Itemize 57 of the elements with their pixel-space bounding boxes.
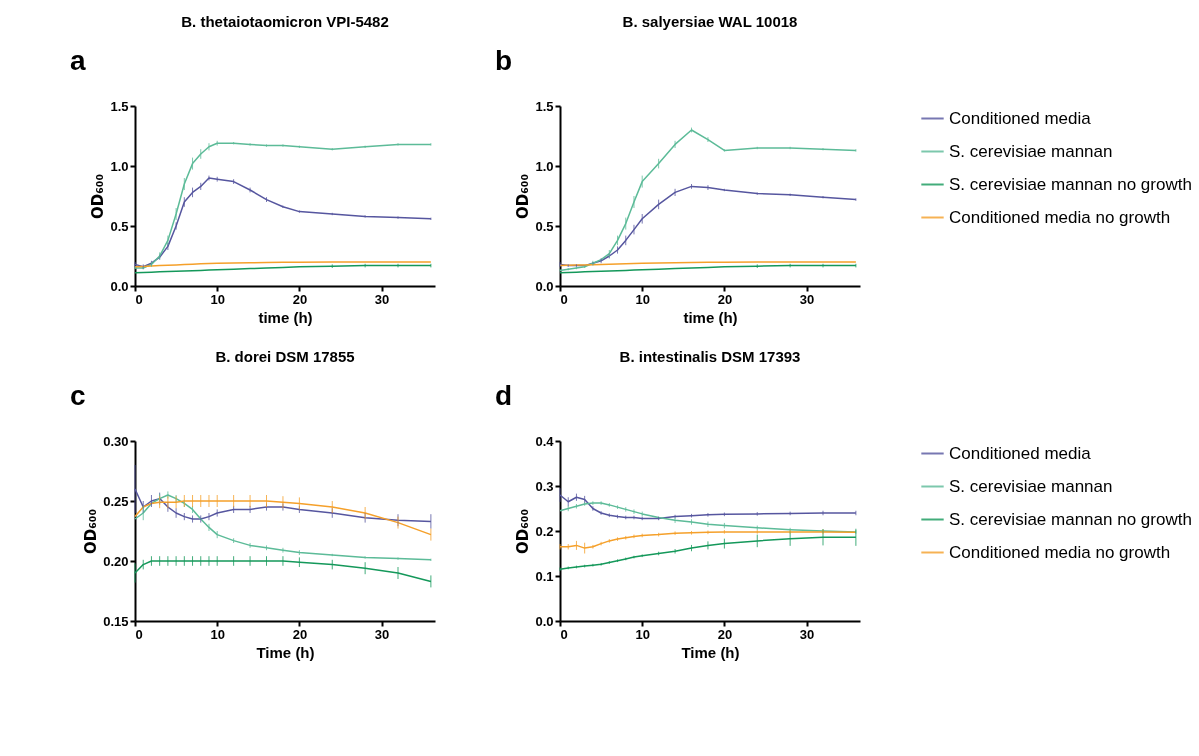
y-tick-label: 1.0 <box>535 158 554 174</box>
legend-label: S. cerevisiae mannan <box>949 476 1113 496</box>
x-axis-title: time (h) <box>258 308 313 326</box>
y-axis-title: OD₆₀₀ <box>82 509 101 554</box>
y-tick-label: 0.4 <box>535 433 555 449</box>
legend-label: Conditioned media <box>949 443 1092 463</box>
y-tick-label: 1.5 <box>535 98 554 114</box>
y-tick-label: 0.0 <box>110 278 129 294</box>
legend-label: S. cerevisiae mannan no growth <box>949 509 1192 529</box>
x-tick-label: 10 <box>210 291 225 307</box>
x-tick-label: 0 <box>135 626 143 642</box>
x-tick-label: 30 <box>374 626 390 642</box>
y-tick-label: 0.5 <box>535 218 554 234</box>
x-axis-title: time (h) <box>683 308 738 326</box>
x-tick-label: 0 <box>560 291 568 307</box>
legend-label: Conditioned media no growth <box>949 207 1171 227</box>
y-tick-label: 0.15 <box>103 613 129 629</box>
x-tick-label: 10 <box>635 291 650 307</box>
chart-title: B. salyersiae WAL 10018 <box>622 13 798 30</box>
legend-label: Conditioned media no growth <box>949 542 1171 562</box>
chart-title: B. dorei DSM 17855 <box>215 348 355 365</box>
x-tick-label: 20 <box>292 291 308 307</box>
x-tick-label: 20 <box>717 291 733 307</box>
y-tick-label: 0.0 <box>535 278 554 294</box>
chart-title: B. thetaiotaomicron VPI-5482 <box>181 13 389 30</box>
x-tick-label: 0 <box>560 626 568 642</box>
text: a <box>70 45 86 76</box>
text: c <box>70 380 86 411</box>
x-tick-label: 10 <box>635 626 650 642</box>
x-tick-label: 10 <box>210 626 225 642</box>
x-tick-label: 30 <box>374 291 390 307</box>
x-tick-label: 30 <box>799 626 815 642</box>
y-axis-title: OD₆₀₀ <box>514 509 533 554</box>
text: b <box>495 45 513 76</box>
text: d <box>495 380 513 411</box>
x-tick-label: 30 <box>799 291 815 307</box>
x-axis-title: Time (h) <box>681 643 740 661</box>
x-tick-label: 0 <box>135 291 143 307</box>
x-tick-label: 20 <box>292 626 308 642</box>
y-tick-label: 0.20 <box>103 553 129 569</box>
y-axis-title: OD₆₀₀ <box>514 174 533 219</box>
y-axis-title: OD₆₀₀ <box>89 174 108 219</box>
y-tick-label: 0.25 <box>103 493 129 509</box>
legend-label: S. cerevisiae mannan <box>949 141 1113 161</box>
legend-label: S. cerevisiae mannan no growth <box>949 174 1192 194</box>
y-tick-label: 0.3 <box>535 478 554 494</box>
chart-title: B. intestinalis DSM 17393 <box>619 348 801 365</box>
y-tick-label: 0.1 <box>535 568 554 584</box>
y-tick-label: 0.5 <box>110 218 129 234</box>
y-tick-label: 0.0 <box>535 613 554 629</box>
y-tick-label: 0.30 <box>103 433 129 449</box>
legend-label: Conditioned media <box>949 108 1092 128</box>
y-tick-label: 1.5 <box>110 98 129 114</box>
x-axis-title: Time (h) <box>256 643 315 661</box>
y-tick-label: 1.0 <box>110 158 129 174</box>
x-tick-label: 20 <box>717 626 733 642</box>
y-tick-label: 0.2 <box>535 523 554 539</box>
